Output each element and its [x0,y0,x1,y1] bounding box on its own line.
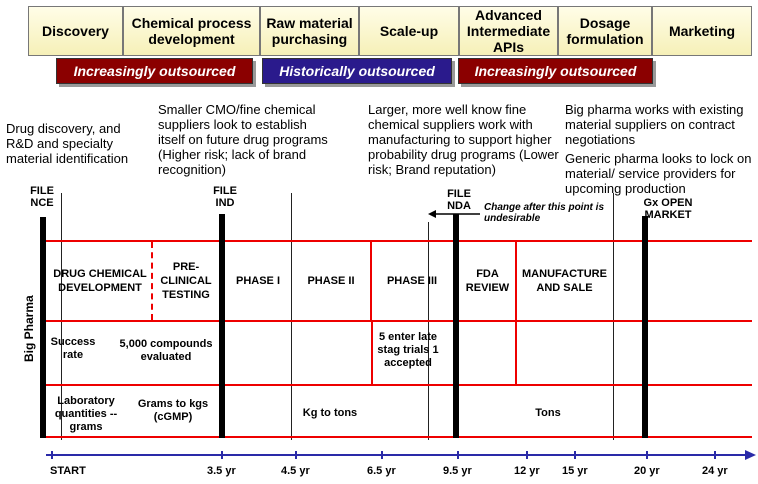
file-nce-label: FILE NCE [30,185,54,209]
divider-row2 [371,320,373,384]
start-line [61,193,62,440]
file-gx-label: Gx OPEN MARKET [643,197,693,221]
tons-label: Tons [535,407,561,419]
compounds-evaluated: 5,000 compounds evaluated [119,338,213,363]
stage-scale-up: Scale-up [359,6,459,56]
tick-12yr: 12 yr [514,465,540,477]
divider-phase2-3 [370,240,372,320]
change-note: Change after this point is undesirable [484,202,605,224]
line-4-5yr [291,193,292,440]
note-discovery: Drug discovery, and R&D and specialty ma… [6,121,129,166]
note-larger-suppliers: Larger, more well know fine chemical sup… [368,102,559,177]
late-stage-trials: 5 enter late stag trials 1 accepted [377,331,439,369]
grid-line-3 [42,384,752,386]
bar-file-nda [453,214,459,438]
grid-line-2 [42,320,752,322]
stage-chemical-process: Chemical process development [123,6,260,56]
banner-historically-outsourced: Historically outsourced [262,58,452,84]
stage-discovery: Discovery [28,6,123,56]
tick-6-5yr: 6.5 yr [367,465,396,477]
stage-raw-material: Raw material purchasing [260,6,359,56]
tick-start: START [50,465,86,477]
row-label-big-pharma: Big Pharma [22,295,36,362]
phase-3: PHASE III [386,275,438,287]
lab-quantities: Laboratory quantities -- grams [54,395,118,433]
tick-20yr: 20 yr [634,465,660,477]
divider-dashed [151,242,153,320]
bar-file-ind [219,214,225,438]
banner-increasingly-outsourced-right: Increasingly outsourced [458,58,653,84]
phase-manufacture-sale: MANUFACTURE AND SALE [522,268,607,294]
phase-fda-review: FDA REVIEW [465,268,510,294]
divider-fda-mfg [515,240,517,384]
tick-15yr: 15 yr [562,465,588,477]
phase-2: PHASE II [307,275,355,287]
grid-line-top [42,240,752,242]
grid-line-bottom [42,436,752,438]
tick-4-5yr: 4.5 yr [281,465,310,477]
phase-preclinical: PRE- CLINICAL TESTING [160,261,212,301]
phase-drug-development: DRUG CHEMICAL DEVELOPMENT [53,268,147,294]
line-change [428,222,429,440]
line-15yr [613,193,614,440]
banner-increasingly-outsourced-left: Increasingly outsourced [56,58,253,84]
tick-9-5yr: 9.5 yr [443,465,472,477]
note-big-pharma: Big pharma works with existing material … [565,102,744,147]
stage-dosage: Dosage formulation [558,6,652,56]
timeline-axis [46,450,756,460]
success-rate-label: Success rate [50,336,96,361]
file-nda-label: FILE NDA [447,188,471,212]
kg-to-tons: Kg to tons [302,407,358,419]
grams-to-kgs: Grams to kgs (cGMP) [137,398,209,423]
stage-header: Discovery Chemical process development R… [0,0,758,60]
bar-file-nce [40,217,46,438]
stage-advanced-intermediates: Advanced Intermediate APIs [459,6,558,56]
stage-marketing: Marketing [652,6,752,56]
tick-24yr: 24 yr [702,465,728,477]
tick-3-5yr: 3.5 yr [207,465,236,477]
note-generic-pharma: Generic pharma looks to lock on material… [565,151,752,196]
note-smaller-cmo: Smaller CMO/fine chemical suppliers look… [158,102,328,177]
bar-gx-open-market [642,216,648,438]
phase-1: PHASE I [235,275,280,287]
file-ind-label: FILE IND [213,185,237,209]
